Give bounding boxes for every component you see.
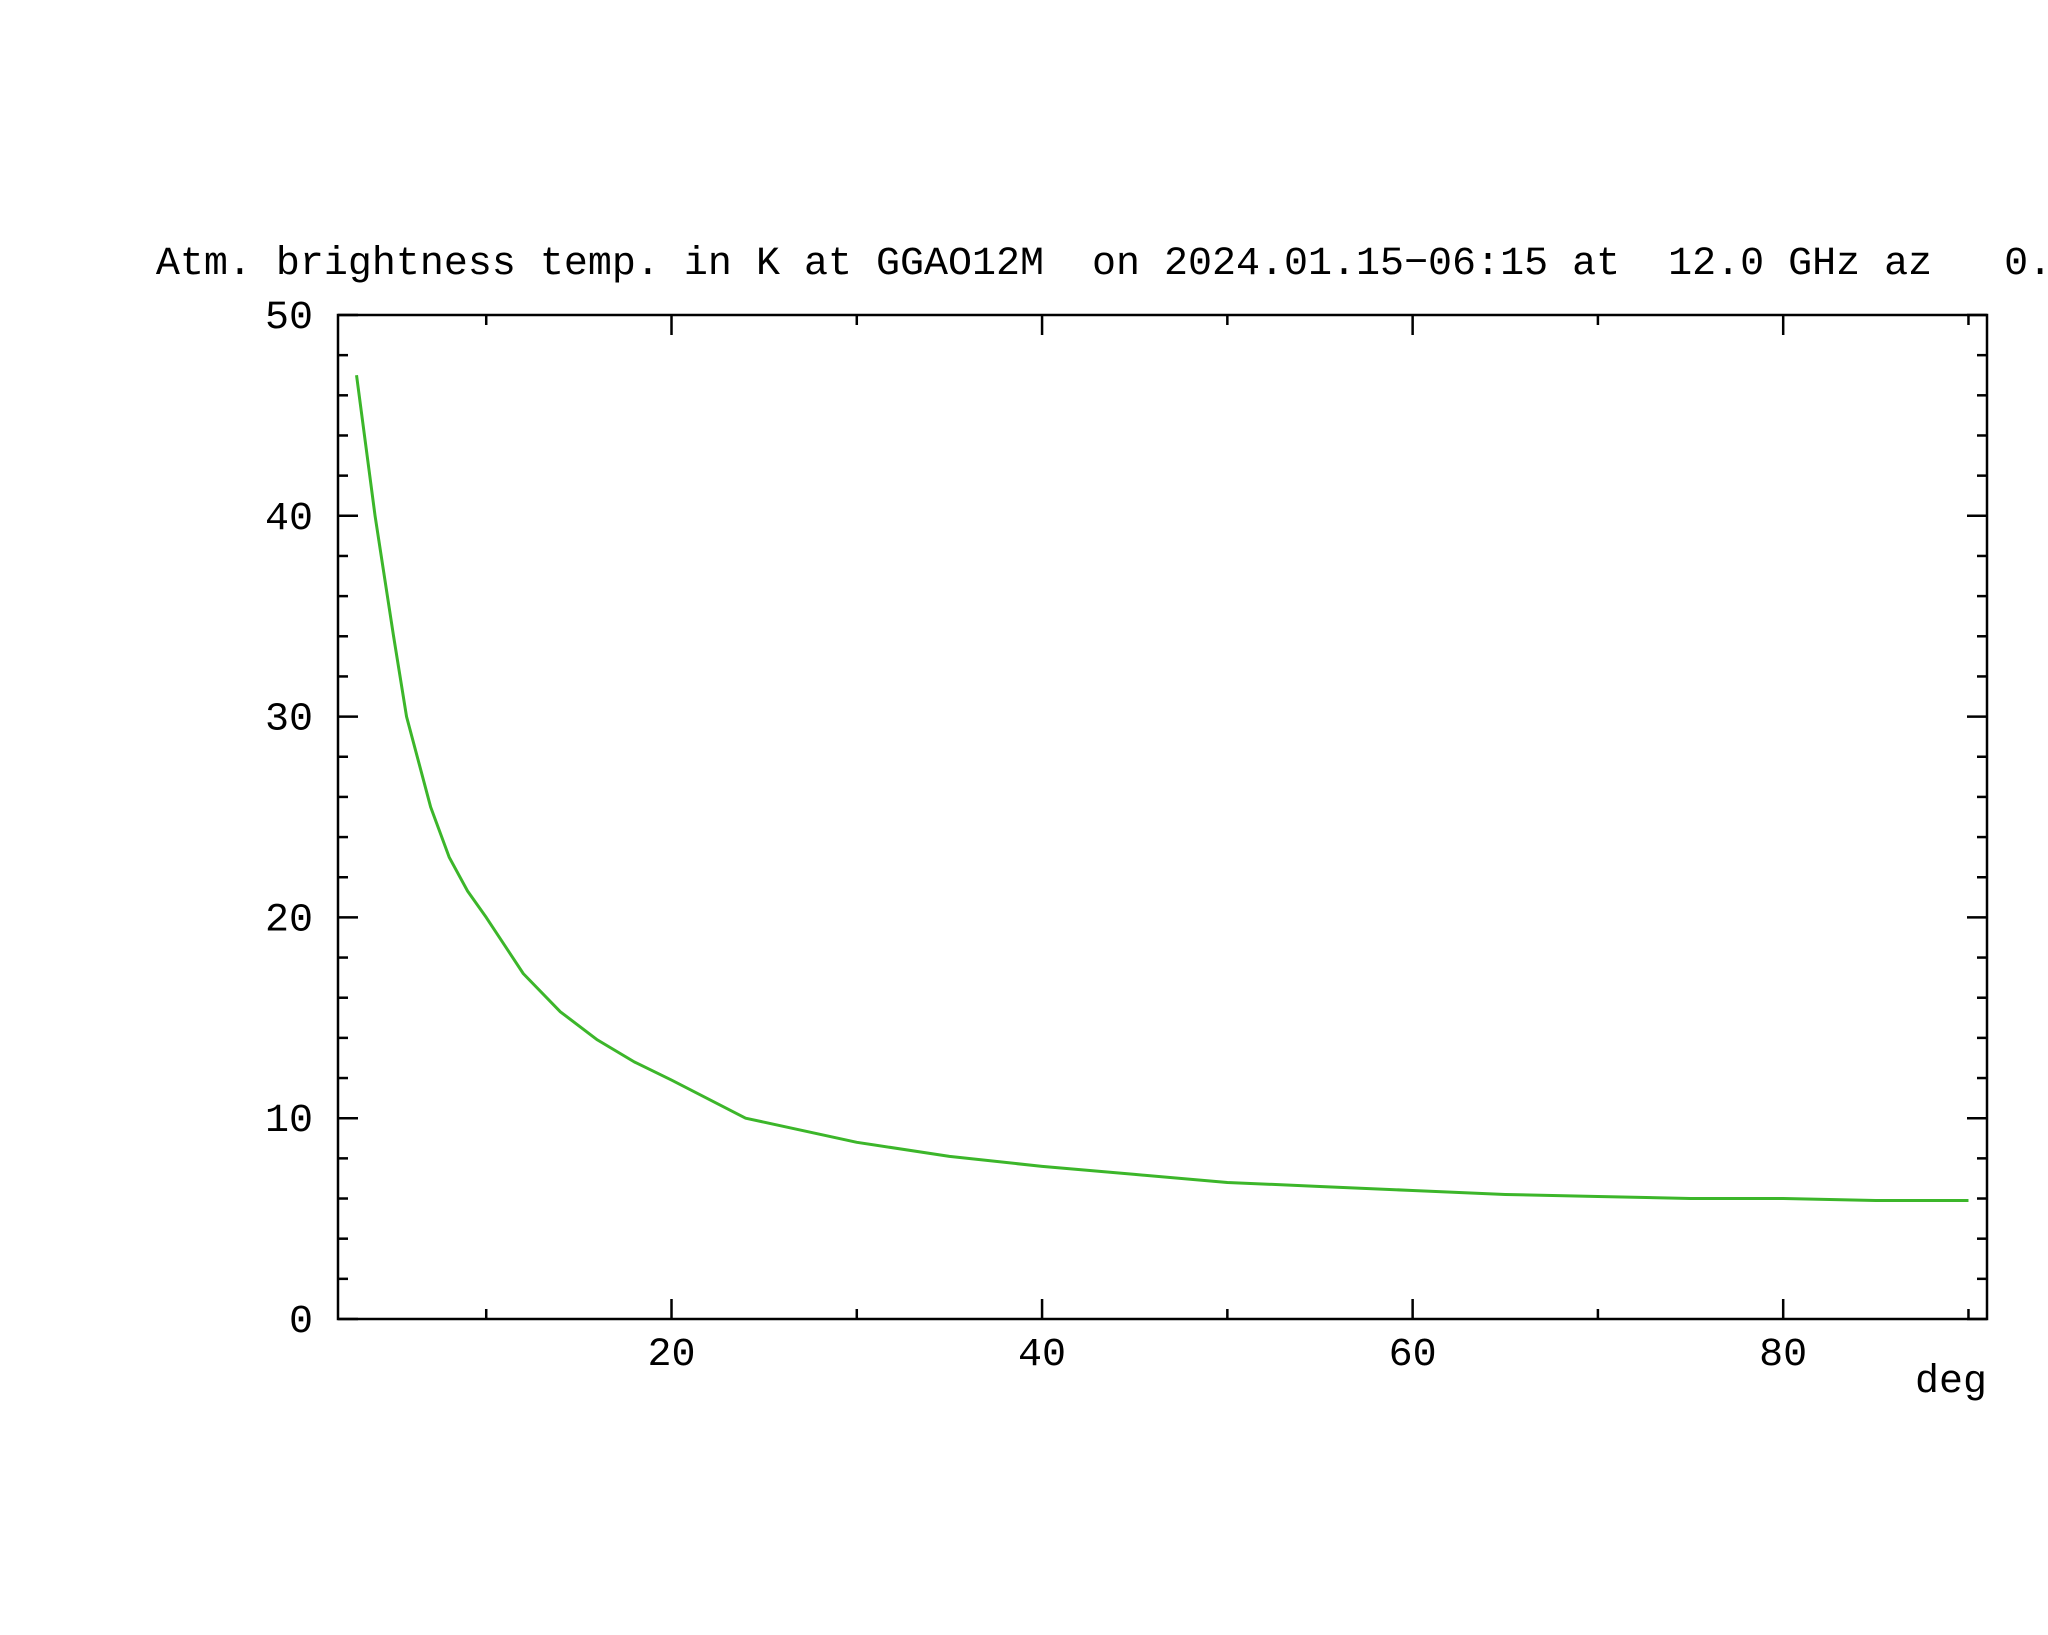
x-tick-label: 80 bbox=[1759, 1333, 1807, 1378]
x-axis-label: deg bbox=[1915, 1360, 1987, 1405]
x-tick-label: 60 bbox=[1389, 1333, 1437, 1378]
y-tick-label: 0 bbox=[289, 1300, 313, 1345]
y-tick-label: 30 bbox=[265, 698, 313, 743]
x-tick-label: 20 bbox=[647, 1333, 695, 1378]
y-tick-label: 20 bbox=[265, 898, 313, 943]
x-tick-label: 40 bbox=[1018, 1333, 1066, 1378]
y-tick-label: 40 bbox=[265, 497, 313, 542]
y-tick-label: 10 bbox=[265, 1099, 313, 1144]
plot-frame bbox=[336, 313, 1989, 1321]
y-tick-label: 50 bbox=[265, 296, 313, 341]
data-line bbox=[355, 375, 1969, 1203]
chart-title: Atm. brightness temp. in K at GGAO12M on… bbox=[156, 242, 2048, 287]
